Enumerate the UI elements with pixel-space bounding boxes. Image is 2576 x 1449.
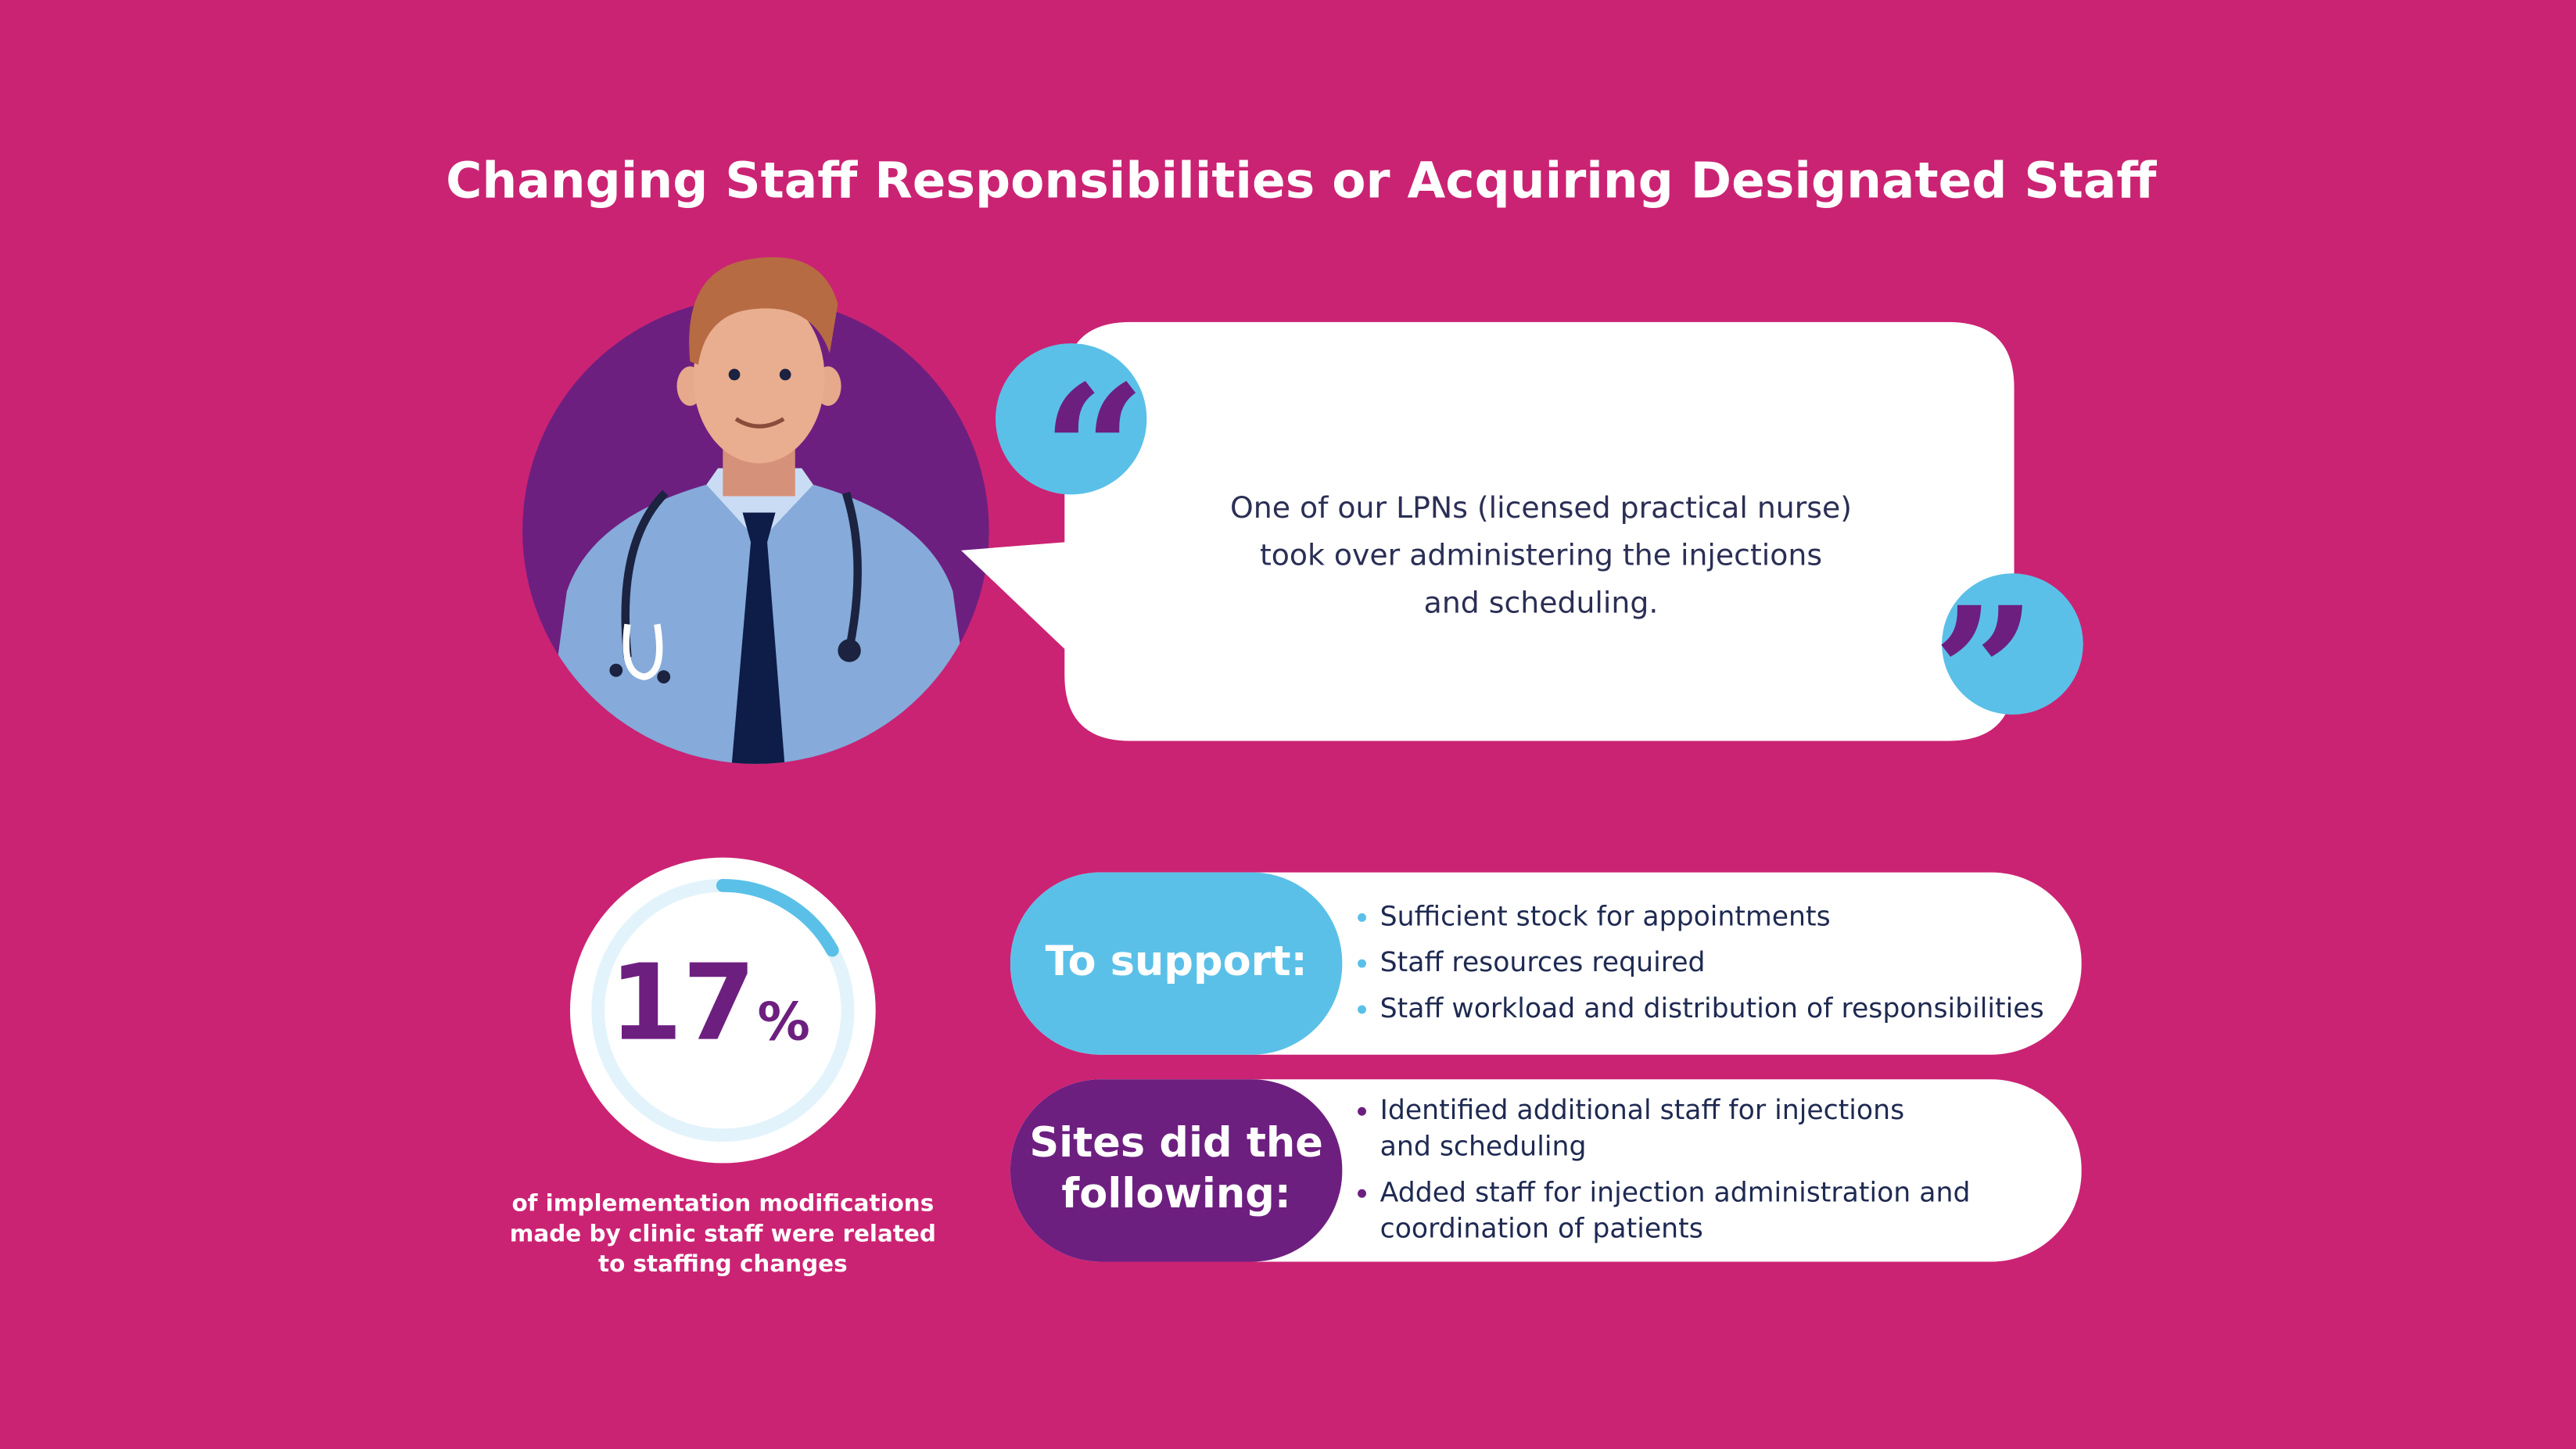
panel-item: Staff resources required xyxy=(1380,947,1706,978)
doctor-illustration xyxy=(522,256,989,764)
stat-value: 17 xyxy=(609,941,755,1064)
stat-unit: % xyxy=(757,991,809,1052)
bullet xyxy=(1358,1106,1366,1116)
panel-item: Identified additional staff for injectio… xyxy=(1380,1095,1905,1126)
stat-circle xyxy=(569,857,876,1164)
stat-caption: of implementation modifications xyxy=(511,1189,934,1216)
speech-bubble xyxy=(960,321,2083,741)
panel-item: Sufficient stock for appointments xyxy=(1380,901,1831,932)
panel-item: Added staff for injection administration… xyxy=(1380,1177,1971,1208)
panel-label: Sites did the xyxy=(1029,1119,1323,1167)
quote-line: took over administering the injections xyxy=(1260,538,1822,572)
panel-label-pill xyxy=(1010,1079,1343,1262)
quote-line: and scheduling. xyxy=(1424,586,1659,620)
bullet xyxy=(1358,1005,1366,1014)
bullet xyxy=(1358,1189,1366,1198)
close-quote-mark: ” xyxy=(1932,568,2036,780)
title: Changing Staff Responsibilities or Acqui… xyxy=(446,152,2157,209)
stat-arc xyxy=(716,878,839,957)
bullet xyxy=(1358,959,1366,968)
panel-item: coordination of patients xyxy=(1380,1213,1703,1244)
open-quote-mark: “ xyxy=(1042,346,1146,558)
stat-caption: made by clinic staff were related xyxy=(510,1220,936,1246)
panel-label-pill xyxy=(1010,872,1343,1055)
bullet xyxy=(1358,913,1366,922)
panel-label: To support: xyxy=(1046,938,1308,985)
panel-item: Staff workload and distribution of respo… xyxy=(1380,993,2044,1024)
panel-label: following: xyxy=(1061,1170,1290,1218)
quote-line: One of our LPNs (licensed practical nurs… xyxy=(1230,490,1852,525)
stat-caption: to staffing changes xyxy=(598,1250,848,1277)
panel-item: and scheduling xyxy=(1380,1131,1587,1162)
